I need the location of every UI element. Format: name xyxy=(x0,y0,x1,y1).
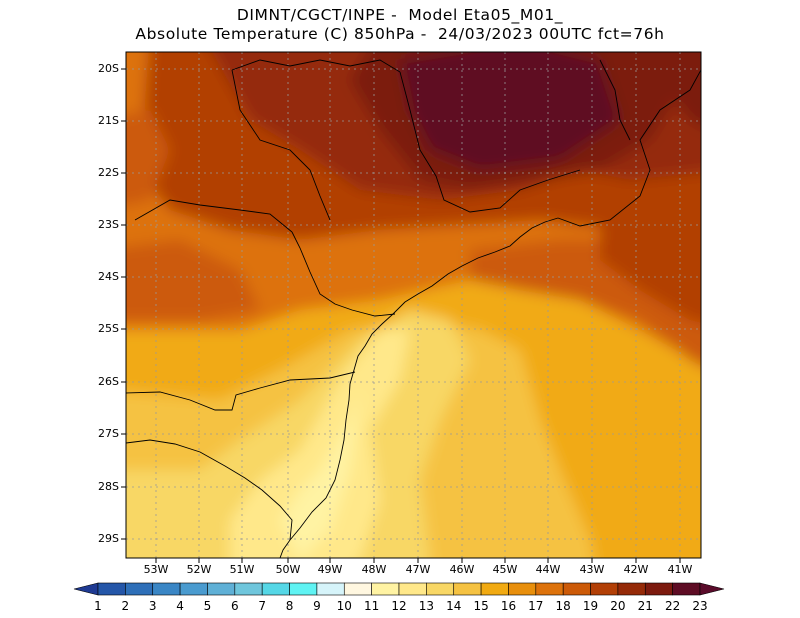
lat-label-25s: 25S xyxy=(98,322,119,335)
colorbar-label: 23 xyxy=(692,599,708,613)
colorbar-swatch xyxy=(562,582,591,596)
colorbar-swatch xyxy=(508,582,537,596)
map-frame xyxy=(125,51,702,559)
map-title-line-1: DIMNT/CGCT/INPE - Model Eta05_M01_ xyxy=(236,6,564,24)
lat-lon-grid xyxy=(126,52,701,558)
colorbar-swatch xyxy=(343,582,372,596)
colorbar-label: 17 xyxy=(528,599,544,613)
map-title-line-2: Absolute Temperature (C) 850hPa - 24/03/… xyxy=(135,25,665,43)
colorbar-swatch xyxy=(289,582,318,596)
lon-label-47w: 47W xyxy=(405,563,431,576)
colorbar-swatch xyxy=(453,582,482,596)
colorbar-swatch xyxy=(152,582,181,596)
colorbar-swatch xyxy=(371,582,400,596)
lat-label-24s: 24S xyxy=(98,270,119,283)
colorbar-swatch xyxy=(179,582,208,596)
colorbar-swatch xyxy=(672,582,701,596)
colorbar-swatch xyxy=(97,582,126,596)
colorbar-swatch xyxy=(590,582,619,596)
temperature-field xyxy=(126,52,701,558)
lon-label-53w: 53W xyxy=(143,563,169,576)
colorbar-swatch xyxy=(426,582,455,596)
colorbar-swatch xyxy=(234,582,263,596)
lat-label-22s: 22S xyxy=(98,166,119,179)
colorbar-label: 20 xyxy=(610,599,626,613)
axis-ticks xyxy=(121,68,681,563)
lat-label-28s: 28S xyxy=(98,480,119,493)
colorbar-arrow-low xyxy=(73,582,99,596)
colorbar-label: 11 xyxy=(363,599,380,613)
colorbar-label: 10 xyxy=(336,599,352,613)
colorbar-label: 21 xyxy=(637,599,653,613)
lon-label-42w: 42W xyxy=(623,563,649,576)
colorbar-label: 3 xyxy=(148,599,157,613)
colorbar-swatch xyxy=(207,582,236,596)
colorbar-label: 15 xyxy=(473,599,489,613)
colorbar-swatch xyxy=(617,582,646,596)
colorbar-swatch xyxy=(480,582,509,596)
lon-label-46w: 46W xyxy=(449,563,475,576)
colorbar-label: 8 xyxy=(285,599,294,613)
colorbar-label: 6 xyxy=(230,599,239,613)
colorbar-label: 22 xyxy=(664,599,681,613)
lat-label-23s: 23S xyxy=(98,218,119,231)
colorbar-label: 16 xyxy=(500,599,517,613)
lon-label-44w: 44W xyxy=(535,563,561,576)
lon-label-50w: 50W xyxy=(275,563,301,576)
lon-label-49w: 49W xyxy=(317,563,343,576)
colorbar-label: 1 xyxy=(94,599,102,613)
lon-label-43w: 43W xyxy=(579,563,605,576)
colorbar-swatch xyxy=(535,582,564,596)
colorbar-swatch xyxy=(644,582,673,596)
lat-label-26s: 26S xyxy=(98,375,119,388)
lon-label-51w: 51W xyxy=(229,563,255,576)
colorbar-label: 14 xyxy=(446,599,462,613)
lat-label-27s: 27S xyxy=(98,427,119,440)
lat-label-29s: 29S xyxy=(98,532,119,545)
lon-label-41w: 41W xyxy=(667,563,693,576)
colorbar-label: 7 xyxy=(258,599,266,613)
colorbar-label: 19 xyxy=(582,599,599,613)
colorbar xyxy=(73,582,725,596)
colorbar-label: 2 xyxy=(121,599,130,613)
colorbar-arrow-high xyxy=(699,582,725,596)
lon-label-48w: 48W xyxy=(361,563,387,576)
colorbar-label: 13 xyxy=(418,599,434,613)
colorbar-swatch xyxy=(398,582,427,596)
colorbar-label: 4 xyxy=(176,599,184,613)
colorbar-label: 9 xyxy=(313,599,321,613)
colorbar-swatch xyxy=(261,582,290,596)
colorbar-swatch xyxy=(125,582,154,596)
colorbar-label: 18 xyxy=(555,599,571,613)
lat-label-21s: 21S xyxy=(98,114,119,127)
lon-label-45w: 45W xyxy=(492,563,518,576)
colorbar-label: 12 xyxy=(391,599,407,613)
colorbar-label: 5 xyxy=(203,599,212,613)
lat-label-20s: 20S xyxy=(98,62,119,75)
coastline-and-borders xyxy=(126,59,701,558)
colorbar-swatch xyxy=(316,582,345,596)
lon-label-52w: 52W xyxy=(186,563,212,576)
